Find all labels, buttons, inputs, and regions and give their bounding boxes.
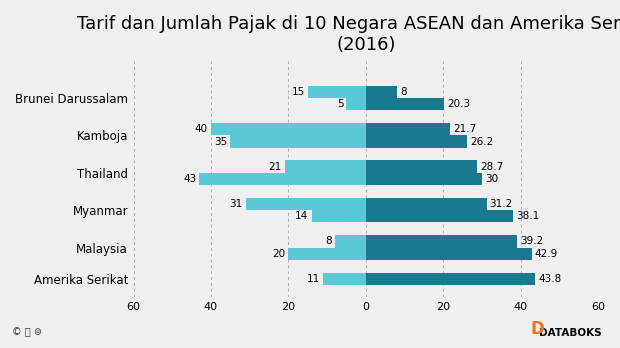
Bar — [312, 210, 366, 222]
Text: 21.7: 21.7 — [453, 124, 476, 134]
Title: Tarif dan Jumlah Pajak di 10 Negara ASEAN dan Amerika Serikat
(2016): Tarif dan Jumlah Pajak di 10 Negara ASEA… — [78, 15, 620, 54]
Bar — [366, 272, 535, 285]
Bar — [323, 272, 366, 285]
Text: 8: 8 — [400, 87, 407, 97]
Bar — [211, 123, 366, 135]
Bar — [366, 247, 532, 260]
Text: 43: 43 — [183, 174, 197, 184]
Bar — [366, 123, 449, 135]
Bar — [288, 247, 366, 260]
Text: 31: 31 — [229, 199, 242, 209]
Text: 39.2: 39.2 — [521, 236, 544, 246]
Bar — [308, 86, 366, 98]
Text: DATABOKS: DATABOKS — [539, 327, 601, 338]
Text: 31.2: 31.2 — [490, 199, 513, 209]
Bar — [230, 135, 366, 148]
Text: 20.3: 20.3 — [448, 99, 471, 109]
Text: 42.9: 42.9 — [535, 249, 558, 259]
Text: 11: 11 — [307, 274, 320, 284]
Text: 8: 8 — [325, 236, 332, 246]
Bar — [335, 235, 366, 247]
Text: 43.8: 43.8 — [538, 274, 562, 284]
Bar — [366, 86, 397, 98]
Bar — [366, 135, 467, 148]
Text: D: D — [530, 319, 544, 338]
Text: 28.7: 28.7 — [480, 161, 503, 172]
Text: © ⓘ ⊜: © ⓘ ⊜ — [12, 327, 42, 338]
Text: 30: 30 — [485, 174, 498, 184]
Text: 20: 20 — [272, 249, 285, 259]
Text: 26.2: 26.2 — [471, 136, 494, 147]
Text: 14: 14 — [295, 211, 309, 221]
Bar — [285, 160, 366, 173]
Bar — [366, 198, 487, 210]
Text: 35: 35 — [214, 136, 227, 147]
Bar — [347, 98, 366, 110]
Text: 38.1: 38.1 — [516, 211, 539, 221]
Bar — [246, 198, 366, 210]
Bar — [366, 235, 518, 247]
Bar — [200, 173, 366, 185]
Text: 21: 21 — [268, 161, 281, 172]
Text: 15: 15 — [291, 87, 304, 97]
Bar — [366, 98, 445, 110]
Bar — [366, 160, 477, 173]
Bar — [366, 173, 482, 185]
Bar — [366, 210, 513, 222]
Text: 5: 5 — [337, 99, 343, 109]
Text: 40: 40 — [195, 124, 208, 134]
